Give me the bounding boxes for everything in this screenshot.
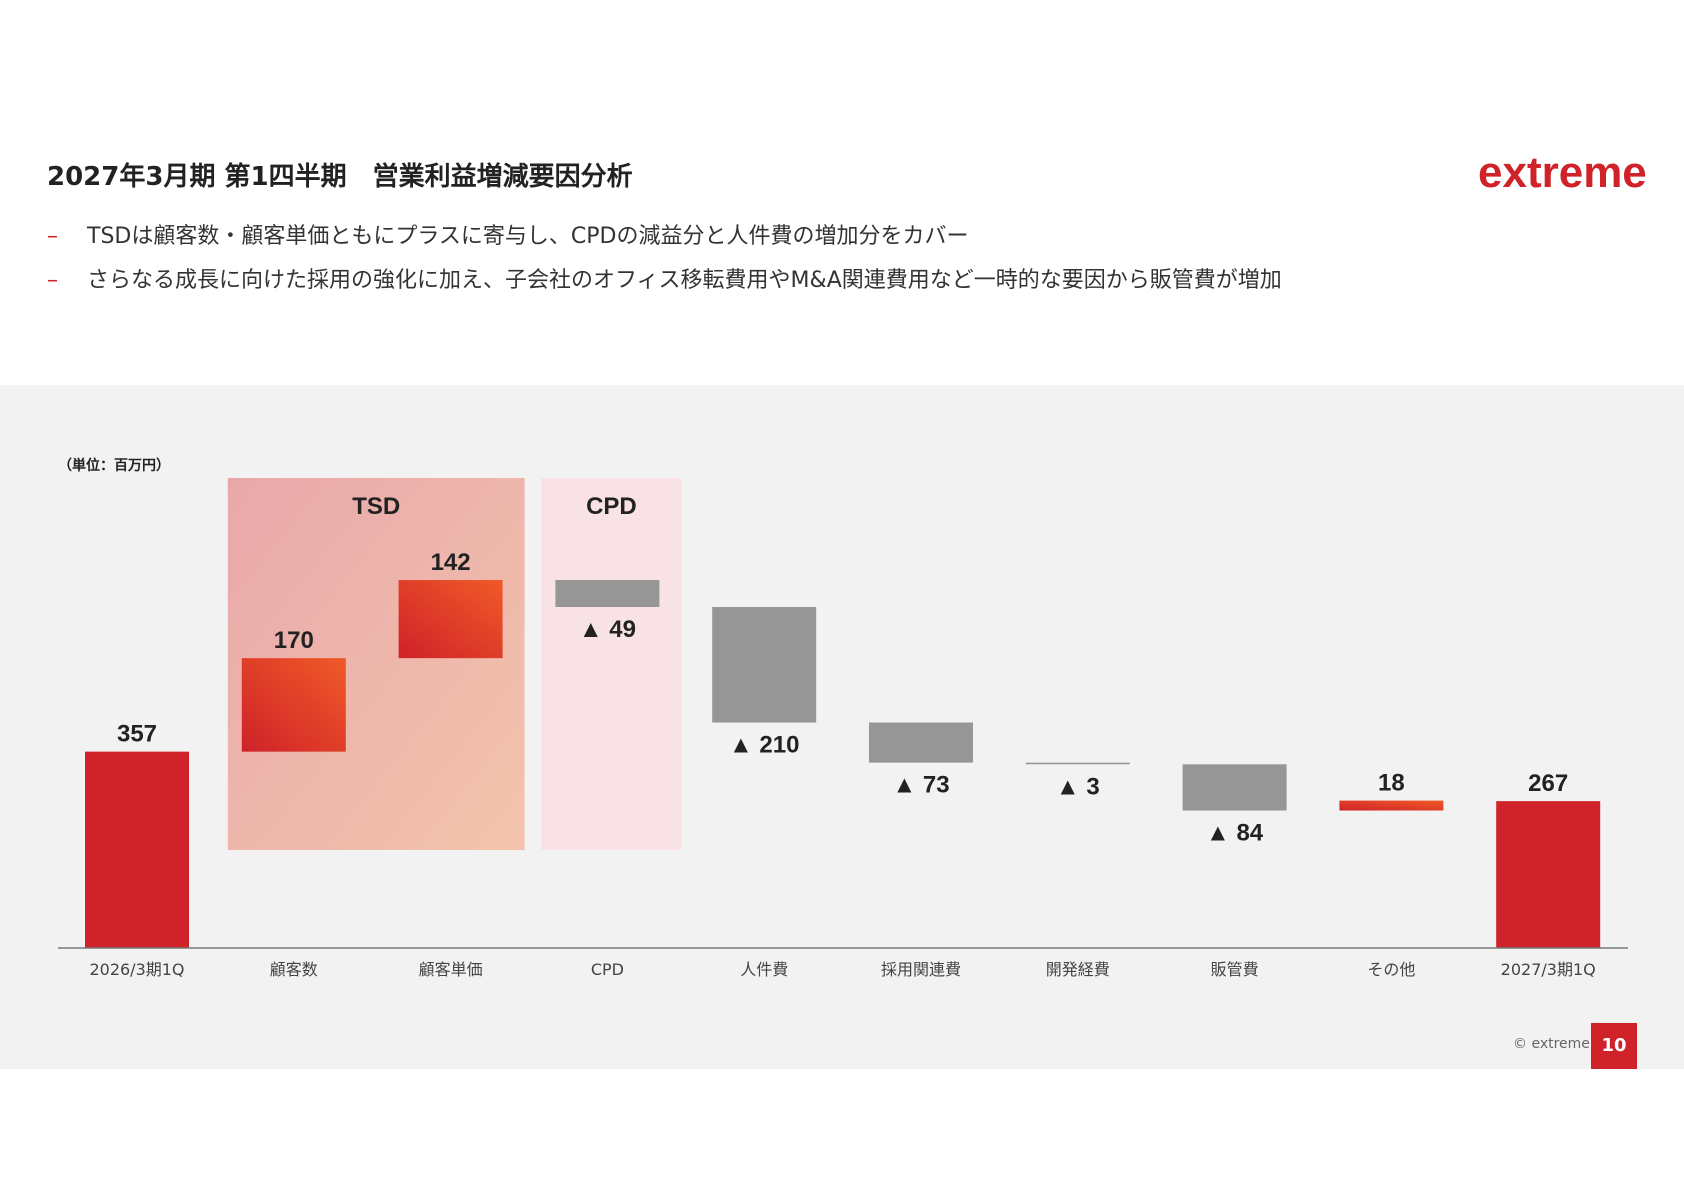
value-label-10: 267	[1528, 770, 1568, 797]
category-label-10: 2027/3期1Q	[1501, 960, 1596, 979]
value-label-2: 170	[274, 627, 314, 654]
group-box-cpd	[541, 478, 682, 850]
value-label-6: ▲ 73	[892, 772, 949, 799]
bar-3	[398, 580, 503, 659]
value-label-8: ▲ 84	[1206, 820, 1264, 847]
bar-7	[1025, 762, 1130, 765]
value-label-1: 357	[117, 721, 157, 748]
category-label-9: その他	[1367, 960, 1415, 979]
value-label-9: 18	[1378, 770, 1405, 797]
unit-label: （単位：百万円）	[58, 458, 170, 474]
page-number: 10	[1591, 1023, 1637, 1069]
bullet-text: さらなる成長に向けた採用の強化に加え、子会社のオフィス移転費用やM&A関連費用な…	[87, 268, 1282, 293]
bullet-marker: –	[47, 224, 58, 249]
bullet-marker: –	[47, 268, 58, 293]
bullet-item: – TSDは顧客数・顧客単価ともにプラスに寄与し、CPDの減益分と人件費の増加分…	[47, 220, 1282, 264]
value-label-5: ▲ 210	[729, 732, 799, 759]
category-label-1: 2026/3期1Q	[89, 960, 184, 979]
group-label-cpd: CPD	[586, 493, 637, 520]
category-label-7: 開発経費	[1046, 960, 1110, 979]
bar-8	[1182, 764, 1287, 811]
bullet-text: TSDは顧客数・顧客単価ともにプラスに寄与し、CPDの減益分と人件費の増加分をカ…	[87, 224, 969, 249]
category-label-6: 採用関連費	[881, 960, 961, 979]
value-label-7: ▲ 3	[1056, 773, 1100, 800]
category-label-4: CPD	[591, 960, 624, 979]
category-label-8: 販管費	[1211, 960, 1259, 979]
bar-2	[241, 658, 346, 752]
value-label-4: ▲ 49	[579, 616, 636, 643]
bar-1	[85, 751, 189, 948]
group-label-tsd: TSD	[352, 493, 400, 520]
value-label-3: 142	[431, 549, 471, 576]
bullet-item: – さらなる成長に向けた採用の強化に加え、子会社のオフィス移転費用やM&A関連費…	[47, 264, 1282, 308]
category-label-2: 顧客数	[270, 960, 318, 979]
bar-10	[1496, 801, 1601, 948]
bar-4	[555, 580, 660, 607]
bar-9	[1339, 800, 1444, 811]
bar-5	[712, 607, 817, 723]
bar-6	[869, 722, 973, 763]
bullet-list: – TSDは顧客数・顧客単価ともにプラスに寄与し、CPDの減益分と人件費の増加分…	[47, 220, 1282, 308]
category-label-3: 顧客単価	[419, 960, 483, 979]
copyright-text: © extreme	[1513, 1036, 1590, 1052]
page-title: 2027年3月期 第1四半期 営業利益増減要因分析	[47, 162, 633, 192]
category-label-5: 人件費	[740, 960, 788, 979]
brand-logo: extreme	[1478, 148, 1647, 197]
